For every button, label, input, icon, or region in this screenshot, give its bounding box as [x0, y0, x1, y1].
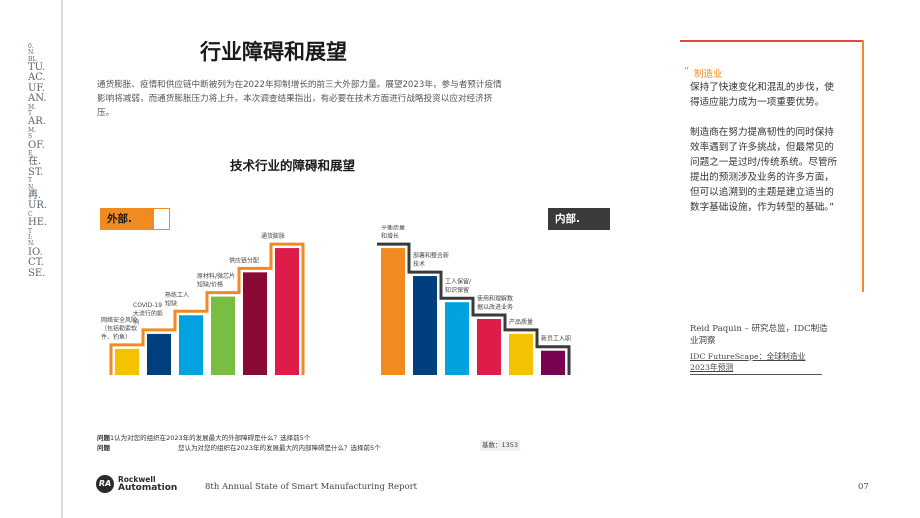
side-watermark-item: IO. [28, 246, 43, 258]
external-bar-label: 件、钓鱼） [101, 333, 131, 341]
internal-bar-label: 技术 [413, 260, 425, 268]
side-watermark-text: 0. N. BL TU. AC. UF. AN. M. T AR. M. S OF. E 在. ST. T N. 再… [28, 43, 52, 279]
side-watermark-item: AN. [28, 93, 47, 105]
side-watermark-item: T [28, 110, 33, 118]
side-watermark-item: BL [28, 55, 37, 63]
side-watermark-item: OF. [28, 139, 45, 151]
internal-bar-label: 使用和理解数 [477, 295, 513, 303]
external-bar-label: 短缺 [165, 299, 177, 307]
reference-link[interactable]: IDC FutureScape：全球制造业2023年预测 [690, 352, 822, 375]
page-number: 07 [858, 482, 869, 492]
quote-label: 制造业 [694, 69, 723, 80]
internal-step-outline [377, 242, 571, 375]
logo-line-2: Automation [118, 483, 178, 493]
external-tag: 外部. [100, 208, 154, 230]
side-watermark-item: SE. [28, 267, 46, 279]
internal-bar-label: 产品质量 [509, 318, 533, 326]
external-bar-label: 供应链分配 [229, 256, 259, 264]
page-title: 行业障碍和展望 [200, 40, 347, 64]
side-watermark-item: M. [28, 103, 37, 111]
side-watermark-item: M. [28, 126, 37, 134]
external-bar-label: 大流行的影 [133, 309, 163, 317]
side-watermark-item: T [28, 227, 33, 235]
internal-bar-label: 部署和整合新 [413, 252, 449, 260]
rockwell-logo: RA Rockwell Automation [96, 475, 206, 495]
question-1: 问题1认为对您的组织在2023年的发展最大的外部障碍是什么？选择前5个 [97, 432, 310, 442]
internal-bar-1 [381, 248, 405, 375]
external-bar-label: COVID-19 [133, 302, 162, 309]
side-watermark-item: TU. [28, 61, 46, 73]
external-bar-1 [115, 348, 139, 375]
question-2-label: 问题 [97, 442, 110, 452]
internal-bar-3 [445, 302, 469, 375]
external-bar-label: 通货膨胀 [261, 232, 285, 240]
side-watermark-item: T [28, 177, 33, 185]
external-bar-label: 熟练工人 [165, 291, 189, 299]
internal-bar-2 [413, 276, 437, 375]
internal-bar-5 [509, 333, 533, 375]
side-watermark-item: AR. [28, 116, 46, 128]
sample-size-badge: 基数：1353 [480, 440, 520, 451]
side-watermark-item: I: [28, 234, 33, 242]
internal-bar-label: 新员工入职 [541, 335, 571, 343]
external-bar-label: （包括勒索软 [101, 324, 137, 332]
question-1-text: 1认为对您的组织在2023年的发展最大的外部障碍是什么？选择前5个 [110, 434, 311, 442]
external-bar-label: 短缺/价格 [197, 281, 223, 289]
side-watermark-item: UF. [28, 82, 45, 94]
rockwell-logo-mark: RA [96, 475, 114, 493]
external-step-outline [109, 242, 305, 375]
side-watermark-item: 0. [28, 43, 34, 50]
external-bar-2 [147, 333, 171, 375]
left-divider-line [61, 0, 63, 518]
internal-bar-label: 据以改进业务 [477, 303, 513, 311]
side-watermark-item: E [28, 150, 33, 158]
external-bar-label: 原材料/微芯片 [197, 272, 235, 280]
quote-paragraph-1: 保持了快速变化和混乱的步伐，使得适应能力成为一项重要优势。 [690, 82, 834, 108]
internal-bar-4 [477, 319, 501, 375]
logo-line-1: Rockwell [118, 475, 156, 484]
question-2-text: 您认为对您的组织在2023年的发展最大的内部障碍是什么？选择前5个 [178, 444, 381, 452]
external-tag-bracket [154, 208, 170, 230]
external-bar-4 [211, 296, 235, 375]
side-watermark-item: 再. [28, 189, 42, 201]
side-watermark-item: N. [28, 183, 35, 191]
side-watermark-item: N. [28, 240, 35, 248]
question-1-label: 问题 [97, 434, 110, 442]
side-watermark-item: 在. [28, 156, 42, 168]
side-watermark-item: N. [28, 49, 35, 57]
quote-right-border [862, 40, 864, 292]
internal-tag: 内部. [548, 208, 610, 230]
side-watermark-item: CT. [28, 257, 45, 269]
reference-link-text[interactable]: IDC FutureScape：全球制造业2023年预测 [690, 352, 806, 372]
external-bar-label: 响 [133, 318, 139, 326]
internal-bar-label: 知识保留 [445, 286, 469, 294]
side-watermark-item: HE. [28, 217, 48, 229]
internal-bar-label: 工人保留/ [445, 278, 472, 286]
internal-bar-label: 平衡质量 [381, 225, 405, 232]
quote-attribution: Reid Paquin – 研究总监，IDC制造业洞察 [690, 324, 828, 346]
question-2-bold: 问题 [97, 444, 110, 452]
side-watermark-item: UR. [28, 200, 48, 212]
chart-title: 技术行业的障碍和展望 [230, 158, 356, 173]
external-bar-3 [179, 315, 203, 375]
quote-top-border [680, 40, 864, 42]
footer-report-title: 8th Annual State of Smart Manufacturing … [205, 482, 418, 492]
internal-bar-label: 和增长 [381, 232, 399, 240]
external-bar-5 [243, 272, 267, 375]
quote-mark-icon: “ [684, 66, 690, 77]
side-watermark-item: ST. [28, 166, 44, 178]
intro-paragraph: 通货膨胀、疫情和供应链中断被列为在2022年抑制增长的前三大外部力量。展望202… [97, 80, 502, 118]
external-bar-label: 网络安全风险 [101, 316, 137, 324]
side-watermark-item: C [28, 210, 33, 218]
external-bar-6 [275, 248, 299, 375]
quote-paragraph-2: 制造商在努力提高韧性的同时保持效率遇到了许多挑战，但最常见的问题之一是过时/传统… [690, 127, 838, 213]
side-watermark-item: AC. [28, 72, 46, 84]
internal-bar-6 [541, 350, 565, 375]
side-watermark-item: S [28, 133, 33, 141]
